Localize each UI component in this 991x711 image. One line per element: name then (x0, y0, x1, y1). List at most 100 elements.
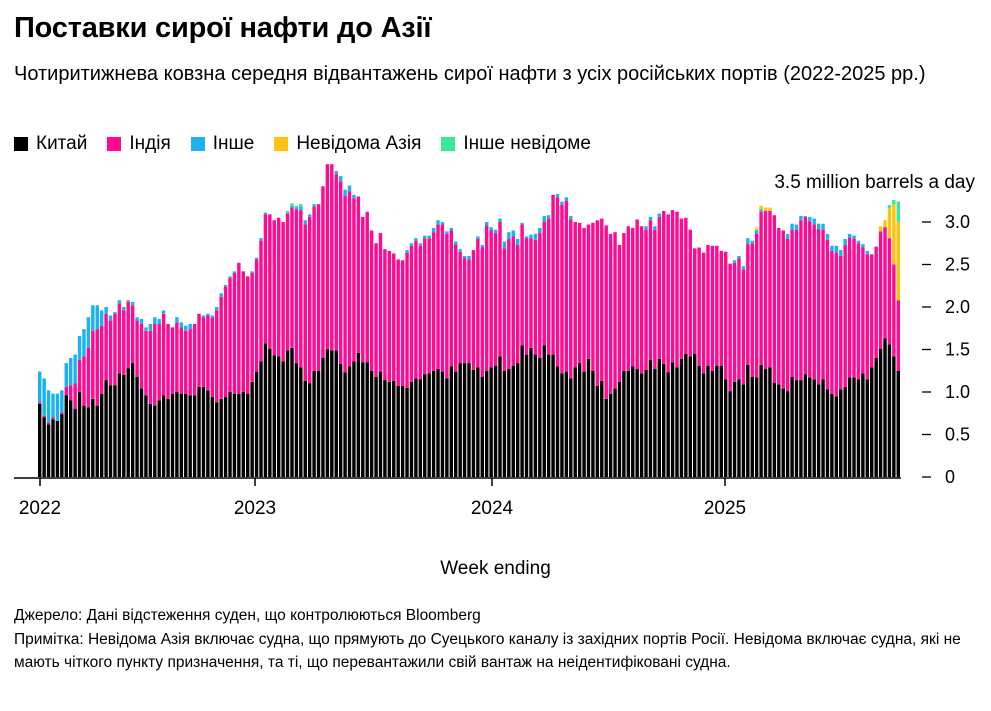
bar-china (166, 398, 170, 477)
bar-china (361, 362, 365, 477)
bar-china (542, 345, 546, 477)
bar-other (569, 216, 573, 220)
bar-other (515, 239, 520, 245)
bar-india (343, 195, 347, 373)
x-axis-title: Week ending (440, 558, 551, 579)
bar-india (374, 243, 378, 377)
bar-china (254, 371, 259, 477)
bar-india (166, 324, 170, 399)
bar-other (498, 218, 502, 222)
bar-other (825, 233, 830, 240)
bar-india (263, 214, 268, 344)
bar-india (179, 327, 184, 394)
bar-china (197, 386, 201, 477)
legend-swatch-china (14, 137, 28, 151)
bar-china (772, 382, 777, 477)
bar-other (312, 204, 316, 207)
bar-china (648, 359, 653, 477)
bar-china (679, 358, 684, 477)
bar-india (489, 230, 493, 368)
bar-china (418, 379, 423, 477)
bar-china (560, 373, 564, 477)
bar-china (852, 377, 856, 477)
bar-other (454, 241, 458, 245)
bar-china (383, 380, 387, 477)
bar-india (750, 243, 754, 377)
bar-india (312, 206, 316, 371)
bar-india (834, 252, 839, 397)
bar-other (546, 215, 551, 219)
bar-other (785, 233, 790, 239)
bar-india (400, 260, 405, 387)
bar-china (701, 373, 706, 477)
bar-unknown-asia (883, 220, 887, 228)
bar-india (719, 250, 723, 366)
bar-india (330, 164, 334, 351)
bar-other (861, 244, 865, 248)
bar-india (608, 233, 613, 394)
bar-china (445, 378, 449, 477)
bar-other (175, 317, 179, 323)
bar-india (219, 296, 223, 399)
bar-china (113, 385, 117, 477)
bar-india (246, 276, 250, 394)
bar-india (139, 324, 144, 389)
bar-india (223, 286, 228, 398)
bar-china (330, 350, 334, 477)
bar-india (476, 239, 480, 368)
source-note: Джерело: Дані відстеження суден, що конт… (14, 607, 481, 624)
bar-india (715, 245, 719, 366)
bar-china (662, 363, 666, 477)
bar-india (551, 194, 555, 355)
bar-china (250, 381, 254, 477)
bar-china (458, 363, 462, 477)
bar-india (170, 327, 175, 394)
bar-other (852, 235, 856, 239)
bar-india (573, 222, 577, 368)
legend: Китай Індія Інше Невідома Азія Інше неві… (14, 133, 611, 155)
bar-china (622, 370, 626, 477)
bar-india (785, 239, 790, 392)
bar-china (644, 369, 648, 477)
bar-china (896, 370, 900, 477)
bar-india (878, 231, 883, 349)
bar-other (790, 223, 794, 230)
bar-china (303, 380, 307, 477)
bar-india (237, 262, 241, 394)
bar-india (626, 226, 631, 371)
bar-india (184, 330, 188, 394)
bar-india (303, 224, 307, 381)
bar-india (794, 229, 799, 381)
y-axis: 0 0.5 1.0 1.5 2.0 2.5 3.0 (922, 212, 970, 487)
bar-india (82, 356, 86, 406)
bar-china (414, 378, 418, 477)
bar-india (206, 315, 210, 391)
bar-india (440, 224, 445, 372)
bar-other (210, 315, 215, 318)
bar-other (228, 276, 232, 279)
bar-china (436, 369, 440, 477)
bar-india (409, 245, 414, 382)
bar-other (737, 256, 741, 259)
bar-china (122, 375, 126, 477)
bar-china (462, 363, 467, 477)
bar-india (604, 225, 608, 399)
bar-china (710, 370, 715, 477)
bar-china (564, 371, 569, 477)
bar-india (135, 320, 139, 377)
bar-india (60, 412, 64, 415)
bar-china (352, 361, 356, 477)
bar-other (157, 318, 161, 324)
bar-india (276, 217, 281, 357)
bar-india (555, 197, 560, 367)
bar-india (768, 210, 772, 368)
bar-china (312, 370, 316, 477)
bar-china (77, 392, 82, 477)
bar-china (334, 350, 338, 477)
bar-india (812, 224, 816, 380)
bar-other (60, 390, 64, 413)
bar-china (215, 402, 219, 477)
bar-india (870, 254, 874, 368)
bar-india (471, 250, 476, 370)
bar-other (99, 310, 104, 326)
